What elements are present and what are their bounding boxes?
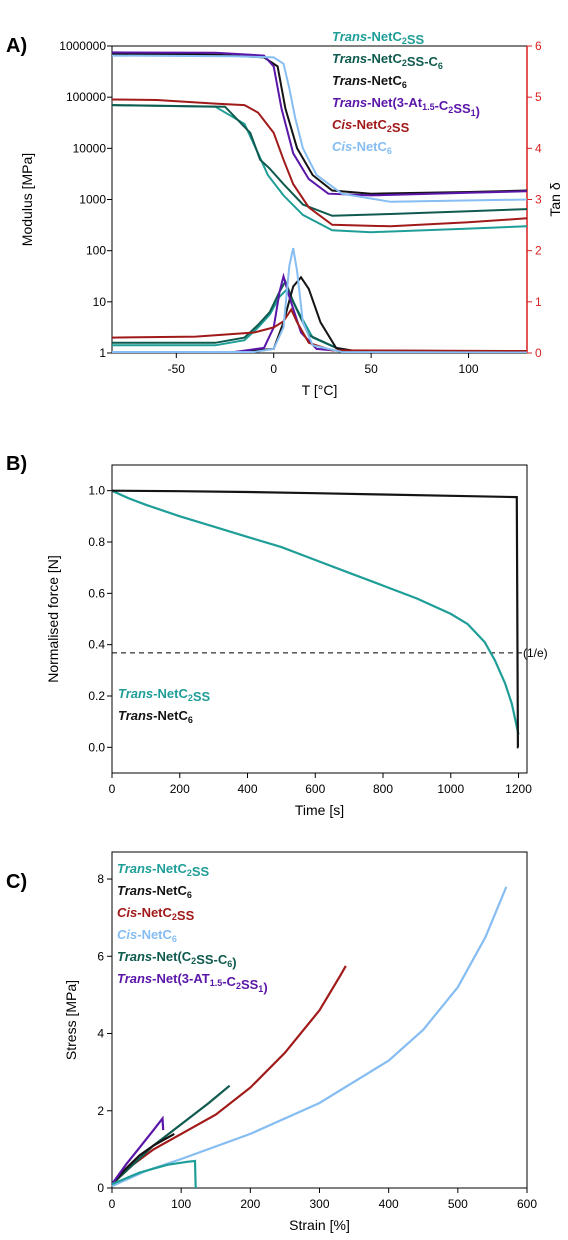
tan-delta-line: [112, 275, 527, 353]
x-tick-label: 600: [517, 1197, 537, 1211]
modulus-line: [112, 104, 527, 234]
y-tick-label: 0.8: [88, 535, 105, 549]
modulus-line: [112, 104, 527, 217]
y-tick-label: 0: [97, 1181, 104, 1195]
y2-tick-label: 0: [535, 346, 542, 360]
x-tick-label: 800: [373, 782, 393, 796]
y-tick-label: 0.6: [88, 586, 105, 600]
panel-a-chart: -50 0 50 100 1 10 100 1000 10000 100000 1000000 0 1 2…: [19, 29, 563, 398]
legend-item: Cis-NetC2SS: [117, 905, 195, 923]
x-tick-label: 300: [309, 1197, 329, 1211]
x-tick-label: 200: [170, 782, 190, 796]
x-tick-label: 400: [379, 1197, 399, 1211]
y-tick-label: 1.0: [88, 484, 105, 498]
x-tick-label: 100: [459, 362, 479, 376]
y-tick-label: 0.0: [88, 740, 105, 754]
legend-item: Cis-NetC2SS: [332, 117, 410, 135]
series-lines: [112, 51, 527, 353]
y-tick-label: 0.2: [88, 689, 105, 703]
x-axis-title: T [°C]: [302, 382, 338, 398]
y2-tick-label: 4: [535, 141, 542, 155]
plot-frame: [111, 464, 528, 774]
y-tick-label: 1: [99, 346, 106, 360]
modulus-line: [112, 98, 527, 228]
y2-tick-label: 1: [535, 295, 542, 309]
x-tick-label: -50: [168, 362, 186, 376]
legend-item: Cis-NetC6: [332, 139, 392, 156]
y-tick-label: 10000: [73, 141, 107, 155]
modulus-line: [112, 54, 527, 203]
y2-tick-label: 5: [535, 90, 542, 104]
modulus-line: [112, 51, 527, 197]
legend-item: Cis-NetC6: [117, 927, 177, 944]
panel-c-label: C): [6, 871, 27, 893]
plot-frame: [111, 45, 528, 354]
y2-axis-title: Tan δ: [547, 182, 563, 216]
y-axis-title: Modulus [MPa]: [19, 153, 35, 246]
x-tick-label: 0: [109, 782, 116, 796]
force-line: [111, 489, 520, 735]
y2-tick-label: 3: [535, 193, 542, 207]
reference-label: (1/e): [523, 646, 548, 660]
legend-item: Trans-NetC6: [117, 883, 192, 900]
stress-strain-line: [111, 1132, 175, 1185]
stress-strain-line: [111, 1159, 197, 1189]
force-line: [111, 489, 519, 749]
y-tick-label: 100: [86, 244, 106, 258]
legend-item: Trans-Net(3-At1.5-C2SS1): [332, 95, 480, 119]
x-axis-title: Strain [%]: [289, 1217, 350, 1233]
y-tick-label: 8: [97, 872, 104, 886]
y-tick-label: 6: [97, 949, 104, 963]
x-tick-label: 50: [364, 362, 378, 376]
modulus-line: [112, 52, 527, 195]
x-tick-label: 0: [109, 1197, 116, 1211]
stress-strain-line: [111, 1084, 231, 1185]
stress-strain-line: [111, 965, 347, 1185]
y-tick-label: 2: [97, 1104, 104, 1118]
y-axis-title: Normalised force [N]: [45, 555, 61, 683]
x-tick-label: 100: [171, 1197, 191, 1211]
y-tick-label: 1000: [79, 193, 106, 207]
y-tick-label: 1000000: [59, 39, 106, 53]
panel-b-label: B): [6, 453, 27, 475]
legend-item: Trans-Net(C2SS-C6): [117, 949, 237, 970]
y-axis-title: Stress [MPa]: [63, 980, 79, 1060]
x-tick-label: 200: [240, 1197, 260, 1211]
legend-item: Trans-NetC2SS-C6: [332, 51, 443, 71]
x-tick-label: 500: [448, 1197, 468, 1211]
legend-item: Trans-NetC6: [332, 73, 407, 90]
y-tick-label: 4: [97, 1027, 104, 1041]
legend-item: Trans-NetC2SS: [117, 861, 210, 879]
y-tick-label: 10: [93, 295, 107, 309]
x-tick-label: 400: [237, 782, 257, 796]
y2-tick-label: 2: [535, 244, 542, 258]
x-tick-label: 1200: [505, 782, 532, 796]
x-tick-label: 1000: [437, 782, 464, 796]
legend-item: Trans-NetC2SS: [118, 686, 211, 704]
legend-item: Trans-NetC2SS: [332, 29, 425, 47]
y2-tick-label: 6: [535, 39, 542, 53]
stress-strain-line: [111, 1115, 165, 1185]
panel-c-chart: 0 100 200 300 400 500 600 0 2 4 6 8 Strain [%] Stress…: [63, 851, 537, 1233]
x-tick-label: 0: [270, 362, 277, 376]
x-axis-title: Time [s]: [295, 802, 344, 818]
y-tick-label: 0.4: [88, 638, 105, 652]
legend-item: Trans-Net(3-AT1.5-C2SS1): [117, 971, 268, 995]
legend-item: Trans-NetC6: [118, 708, 193, 725]
x-tick-label: 600: [305, 782, 325, 796]
panel-a-label: A): [6, 35, 27, 57]
tan-delta-line: [112, 247, 527, 353]
y-tick-label: 100000: [66, 90, 106, 104]
panel-b-chart: 0 200 400 600 800 1000 1200 0.0 0.2 0.4 0.6 0.8 1.0 T…: [45, 464, 548, 818]
